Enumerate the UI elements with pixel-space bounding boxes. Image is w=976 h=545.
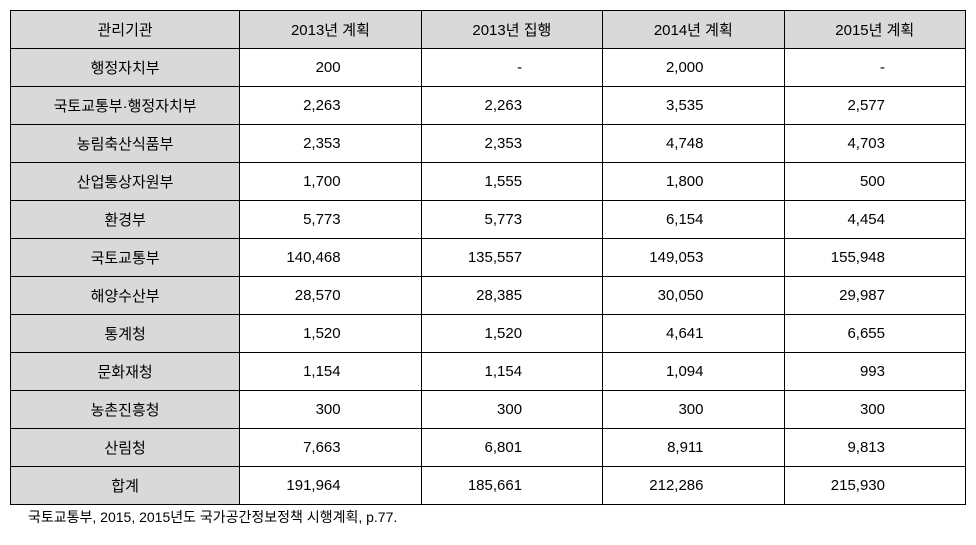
table-row: 해양수산부28,57028,38530,05029,987	[11, 277, 966, 315]
header-2013-exec: 2013년 집행	[421, 11, 602, 49]
table-row: 산림청7,6636,8018,9119,813	[11, 429, 966, 467]
row-value: 29,987	[784, 277, 966, 315]
row-value: 1,094	[603, 353, 784, 391]
table-row: 국토교통부140,468135,557149,053155,948	[11, 239, 966, 277]
row-value: 1,154	[240, 353, 421, 391]
row-value: 215,930	[784, 467, 966, 505]
row-value: 155,948	[784, 239, 966, 277]
row-label: 환경부	[11, 201, 240, 239]
row-value: -	[421, 49, 602, 87]
data-table-container: 관리기관 2013년 계획 2013년 집행 2014년 계획 2015년 계획…	[10, 10, 966, 527]
row-value: 2,000	[603, 49, 784, 87]
row-value: 9,813	[784, 429, 966, 467]
row-value: 2,353	[421, 125, 602, 163]
row-value: 4,641	[603, 315, 784, 353]
row-value: 200	[240, 49, 421, 87]
row-value: 300	[784, 391, 966, 429]
row-value: 7,663	[240, 429, 421, 467]
row-label: 농촌진흥청	[11, 391, 240, 429]
row-value: 28,385	[421, 277, 602, 315]
row-value: 2,263	[240, 87, 421, 125]
row-value: 5,773	[240, 201, 421, 239]
row-value: 28,570	[240, 277, 421, 315]
row-value: 1,800	[603, 163, 784, 201]
row-value: 300	[240, 391, 421, 429]
row-value: 1,555	[421, 163, 602, 201]
table-row: 행정자치부200-2,000-	[11, 49, 966, 87]
table-row: 환경부5,7735,7736,1544,454	[11, 201, 966, 239]
row-value: 2,353	[240, 125, 421, 163]
row-label: 국토교통부	[11, 239, 240, 277]
table-row: 통계청1,5201,5204,6416,655	[11, 315, 966, 353]
header-2015-plan: 2015년 계획	[784, 11, 966, 49]
row-value: 300	[603, 391, 784, 429]
row-value: 4,454	[784, 201, 966, 239]
row-label: 산업통상자원부	[11, 163, 240, 201]
table-row: 농림축산식품부2,3532,3534,7484,703	[11, 125, 966, 163]
table-row: 문화재청1,1541,1541,094993	[11, 353, 966, 391]
row-value: 5,773	[421, 201, 602, 239]
row-value: 6,801	[421, 429, 602, 467]
row-label: 국토교통부·행정자치부	[11, 87, 240, 125]
row-label: 해양수산부	[11, 277, 240, 315]
row-value: 500	[784, 163, 966, 201]
row-value: 1,154	[421, 353, 602, 391]
row-label: 합계	[11, 467, 240, 505]
row-value: 6,655	[784, 315, 966, 353]
row-value: 212,286	[603, 467, 784, 505]
table-row: 농촌진흥청300300300300	[11, 391, 966, 429]
row-value: 140,468	[240, 239, 421, 277]
table-row: 산업통상자원부1,7001,5551,800500	[11, 163, 966, 201]
row-value: 4,703	[784, 125, 966, 163]
row-value: 993	[784, 353, 966, 391]
row-value: 3,535	[603, 87, 784, 125]
row-value: 1,520	[240, 315, 421, 353]
row-label: 행정자치부	[11, 49, 240, 87]
row-value: 2,577	[784, 87, 966, 125]
table-row: 합계191,964185,661212,286215,930	[11, 467, 966, 505]
row-value: 8,911	[603, 429, 784, 467]
row-value: 1,700	[240, 163, 421, 201]
table-row: 국토교통부·행정자치부2,2632,2633,5352,577	[11, 87, 966, 125]
row-value: 4,748	[603, 125, 784, 163]
row-value: 6,154	[603, 201, 784, 239]
table-header-row: 관리기관 2013년 계획 2013년 집행 2014년 계획 2015년 계획	[11, 11, 966, 49]
row-value: 300	[421, 391, 602, 429]
row-value: 135,557	[421, 239, 602, 277]
table-body: 행정자치부200-2,000-국토교통부·행정자치부2,2632,2633,53…	[11, 49, 966, 505]
row-label: 문화재청	[11, 353, 240, 391]
row-label: 통계청	[11, 315, 240, 353]
row-label: 농림축산식품부	[11, 125, 240, 163]
row-value: 2,263	[421, 87, 602, 125]
row-value: 30,050	[603, 277, 784, 315]
budget-table: 관리기관 2013년 계획 2013년 집행 2014년 계획 2015년 계획…	[10, 10, 966, 505]
row-value: 185,661	[421, 467, 602, 505]
row-label: 산림청	[11, 429, 240, 467]
row-value: 149,053	[603, 239, 784, 277]
row-value: 191,964	[240, 467, 421, 505]
source-citation: 국토교통부, 2015, 2015년도 국가공간정보정책 시행계획, p.77.	[10, 507, 966, 527]
header-2014-plan: 2014년 계획	[603, 11, 784, 49]
header-agency: 관리기관	[11, 11, 240, 49]
row-value: -	[784, 49, 966, 87]
header-2013-plan: 2013년 계획	[240, 11, 421, 49]
row-value: 1,520	[421, 315, 602, 353]
